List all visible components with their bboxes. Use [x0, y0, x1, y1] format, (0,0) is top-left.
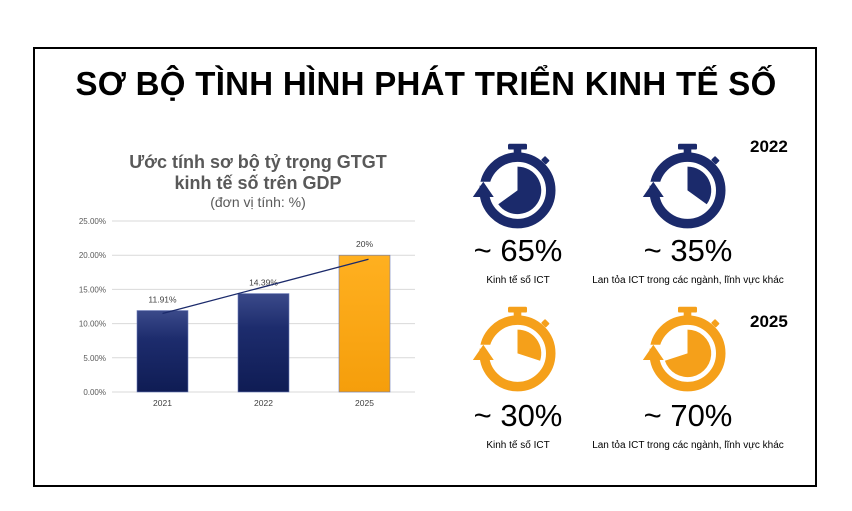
chart-title: Ước tính sơ bộ tỷ trọng GTGT kinh tế số …	[98, 152, 418, 194]
stopwatch-stem	[513, 148, 522, 155]
slide-frame	[33, 47, 817, 487]
share-sector	[687, 166, 712, 205]
data-label: 11.91%	[148, 295, 177, 305]
y-tick-label: 20.00%	[79, 251, 106, 260]
stopwatch-button	[541, 319, 550, 328]
bar	[338, 254, 391, 393]
stopwatch-crown	[678, 143, 697, 150]
share-sector	[517, 329, 542, 361]
chart-title-line1: Ước tính sơ bộ tỷ trọng GTGT	[129, 152, 387, 172]
metric-label: Kinh tế số ICT	[486, 440, 550, 451]
stopwatch-icon	[472, 306, 556, 392]
stopwatch-button	[711, 319, 720, 328]
metric-label: Lan tỏa ICT trong các ngành, lĩnh vực kh…	[592, 275, 784, 286]
arrow-head	[472, 181, 494, 197]
stopwatch-icon	[642, 143, 726, 229]
chart-subtitle: (đơn vị tính: %)	[210, 194, 306, 210]
stopwatch-stem	[683, 148, 692, 155]
stopwatch-stem	[683, 311, 692, 318]
stopwatch-button	[541, 156, 550, 165]
year-label-2025: 2025	[750, 312, 788, 331]
stopwatch-gap	[475, 181, 491, 196]
metric-ict-2022: ~ 65% Kinh tế số ICT	[448, 233, 588, 286]
x-tick-label: 2022	[254, 398, 273, 408]
stopwatch-button	[711, 156, 720, 165]
metric-value: ~ 35%	[643, 233, 733, 268]
arrow-head	[472, 344, 494, 360]
page-title: SƠ BỘ TÌNH HÌNH PHÁT TRIỂN KINH TẾ SỐ	[75, 65, 777, 102]
metric-label: Lan tỏa ICT trong các ngành, lĩnh vực kh…	[592, 440, 784, 451]
y-tick-label: 10.00%	[79, 320, 106, 329]
x-tick-label: 2025	[355, 398, 374, 408]
metric-value: ~ 70%	[643, 398, 733, 433]
metric-spread-2022: ~ 35% Lan tỏa ICT trong các ngành, lĩnh …	[582, 233, 794, 286]
year-label-2022: 2022	[750, 137, 788, 156]
metric-label: Kinh tế số ICT	[486, 275, 550, 286]
share-sector	[664, 329, 712, 378]
arrow-head	[642, 181, 664, 197]
y-tick-label: 0.00%	[83, 388, 106, 397]
stopwatch-stem	[513, 311, 522, 318]
bar	[136, 310, 189, 393]
y-tick-label: 15.00%	[79, 285, 106, 294]
bar-chart: 0.00% 5.00% 10.00% 15.00% 20.00% 25.00% 11.91…	[79, 217, 415, 408]
metric-spread-2025: ~ 70% Lan tỏa ICT trong các ngành, lĩnh …	[582, 398, 794, 451]
metric-value: ~ 30%	[473, 398, 563, 433]
y-tick-label: 25.00%	[79, 217, 106, 226]
trend-line	[162, 258, 369, 315]
metric-ict-2025: ~ 30% Kinh tế số ICT	[448, 398, 588, 451]
data-label: 20%	[356, 239, 373, 249]
stopwatch-icon	[472, 143, 556, 229]
arrow-head	[642, 344, 664, 360]
y-tick-label: 5.00%	[83, 354, 106, 363]
bar	[237, 293, 290, 393]
x-tick-label: 2021	[153, 398, 172, 408]
data-label: 14.39%	[249, 278, 278, 288]
stopwatch-icon	[642, 306, 726, 392]
metric-value: ~ 65%	[473, 233, 563, 268]
stopwatch-crown	[508, 306, 527, 313]
stopwatch-crown	[678, 306, 697, 313]
chart-title-line2: kinh tế số trên GDP	[174, 173, 342, 193]
share-sector	[498, 166, 542, 215]
stopwatch-crown	[508, 143, 527, 150]
